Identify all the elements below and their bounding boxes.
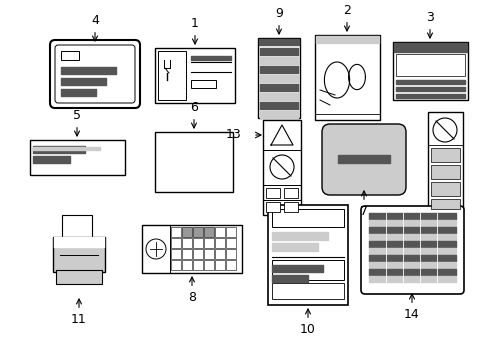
Bar (193, 260, 203, 270)
Text: 8: 8 (187, 277, 196, 304)
Bar (271, 209, 343, 227)
FancyBboxPatch shape (50, 40, 140, 108)
Bar (193, 227, 203, 237)
Bar (284, 202, 297, 212)
Bar (171, 238, 181, 248)
Bar (61, 51, 79, 60)
Bar (284, 188, 297, 198)
Bar (225, 227, 236, 237)
Bar (392, 42, 467, 100)
Bar (30, 140, 125, 175)
Bar (158, 51, 185, 100)
Bar (427, 112, 462, 212)
Text: 14: 14 (403, 294, 419, 321)
Bar (203, 260, 214, 270)
Bar (430, 182, 459, 196)
Bar (142, 225, 242, 273)
Bar (225, 238, 236, 248)
Bar (182, 227, 192, 237)
Text: 13: 13 (225, 129, 241, 141)
Bar (265, 188, 280, 198)
Bar (314, 35, 379, 120)
Text: 6: 6 (190, 101, 198, 128)
Bar (225, 249, 236, 259)
Bar (191, 80, 216, 88)
FancyBboxPatch shape (55, 45, 135, 103)
Text: 11: 11 (71, 299, 87, 326)
Text: 2: 2 (343, 4, 350, 31)
Bar (430, 148, 459, 162)
Bar (53, 237, 105, 272)
Text: 9: 9 (274, 7, 283, 34)
Bar (203, 227, 214, 237)
Bar (193, 249, 203, 259)
Bar (215, 260, 224, 270)
Bar (215, 227, 224, 237)
Bar (271, 283, 343, 299)
Bar (215, 238, 224, 248)
Bar (155, 48, 235, 103)
Bar (182, 260, 192, 270)
Text: 12: 12 (436, 216, 452, 243)
Bar (395, 54, 464, 76)
Bar (203, 249, 214, 259)
Text: 10: 10 (300, 309, 315, 336)
Bar (56, 270, 102, 284)
Bar (271, 260, 343, 280)
Text: 5: 5 (73, 109, 81, 136)
Bar (193, 238, 203, 248)
Bar (182, 238, 192, 248)
Bar (258, 38, 299, 118)
Bar (171, 249, 181, 259)
Bar (155, 132, 232, 192)
Bar (203, 238, 214, 248)
Bar (171, 260, 181, 270)
Text: 4: 4 (91, 14, 99, 41)
Bar (265, 202, 280, 212)
Bar (62, 215, 92, 243)
Bar (215, 249, 224, 259)
FancyBboxPatch shape (360, 206, 463, 294)
Bar (171, 227, 181, 237)
Bar (430, 165, 459, 179)
Text: 7: 7 (359, 191, 367, 218)
Bar (430, 199, 459, 209)
Text: 1: 1 (191, 17, 199, 44)
Bar (263, 120, 301, 215)
Bar (267, 205, 347, 305)
Bar (182, 249, 192, 259)
Bar (225, 260, 236, 270)
Text: 3: 3 (425, 11, 433, 38)
FancyBboxPatch shape (321, 124, 405, 195)
